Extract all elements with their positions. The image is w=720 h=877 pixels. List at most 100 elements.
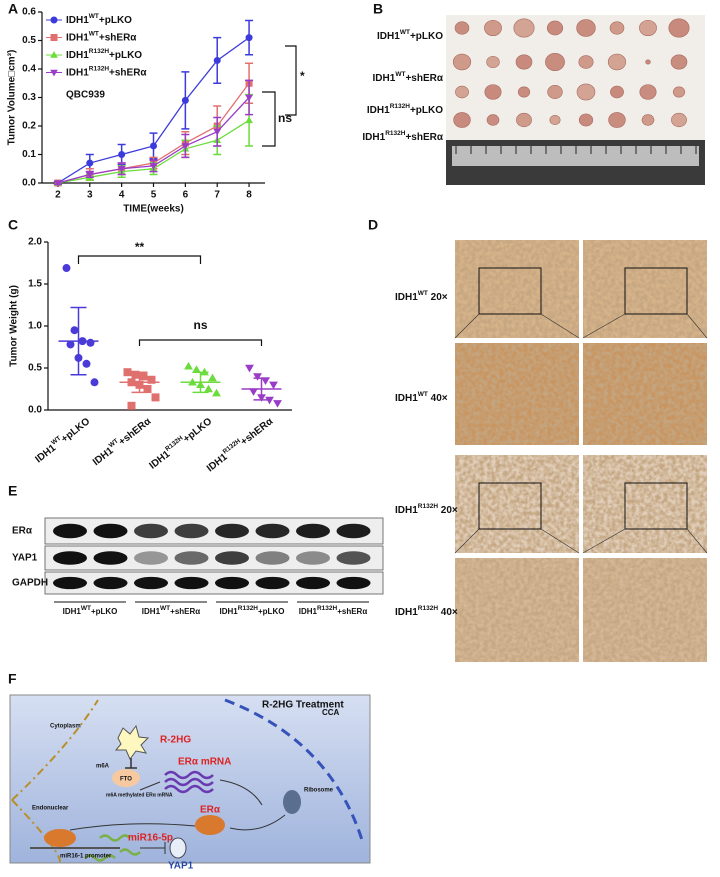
row-label: GAPDH	[12, 578, 48, 589]
marker	[249, 388, 258, 396]
tumor	[639, 19, 657, 37]
tumor	[639, 84, 657, 100]
y-tick-label: 0.2	[22, 121, 36, 132]
bracket	[262, 91, 276, 147]
tumor	[549, 115, 561, 125]
row-label: IDH1WT+shERα	[373, 71, 444, 84]
tumor	[484, 84, 502, 100]
blot-band	[53, 523, 87, 539]
tumor	[545, 53, 565, 71]
legend-label: IDH1WT+pLKO	[66, 13, 132, 26]
marker	[149, 163, 158, 170]
panel-label: D	[368, 217, 378, 233]
blot-band	[296, 551, 330, 565]
annotation: ns	[278, 111, 292, 125]
x-tick-label: 7	[214, 190, 220, 201]
arrow	[219, 779, 263, 806]
marker	[273, 400, 282, 408]
blot-band	[93, 551, 128, 565]
marker	[245, 94, 253, 102]
tumor	[547, 85, 563, 99]
marker	[253, 373, 262, 381]
marker	[245, 34, 253, 42]
x-tick-label: 8	[246, 190, 252, 201]
tumors	[452, 18, 697, 154]
tumor	[578, 55, 594, 69]
legend-label: IDH1R132H+shERα	[66, 65, 147, 78]
blot-band	[174, 551, 209, 565]
marker	[150, 142, 157, 150]
ihc-texture	[455, 343, 579, 445]
marker	[245, 364, 254, 373]
annotation: QBC939	[66, 90, 105, 101]
marker	[66, 340, 75, 349]
row-label: YAP1	[12, 553, 38, 564]
fto-shape	[112, 769, 140, 787]
marker	[261, 377, 270, 385]
panel-label: A	[8, 1, 18, 17]
zoom-box	[478, 267, 542, 315]
blot-band	[296, 576, 330, 590]
tumor	[453, 112, 471, 128]
panel-label: E	[8, 483, 17, 499]
zoom-line	[582, 528, 626, 554]
x-tick-label: IDH1WT+shERα	[89, 414, 153, 468]
y-tick-label: 0.0	[28, 405, 42, 416]
sd-bar	[253, 377, 270, 401]
tumor	[486, 55, 500, 69]
tumor	[668, 18, 690, 38]
arrow	[229, 814, 286, 831]
zoom-line	[454, 313, 480, 339]
diagram-label: CCA	[322, 708, 340, 717]
y-tick-label: 0.4	[22, 64, 36, 75]
tumor	[645, 59, 651, 65]
x-tick-label: 6	[183, 190, 189, 201]
zoom-line	[454, 528, 480, 554]
zoom-line	[540, 313, 580, 339]
image-label: IDH1WT 40×	[395, 391, 448, 404]
marker	[147, 375, 156, 384]
x-tick-label: 4	[119, 190, 125, 201]
ihc-texture	[583, 558, 707, 662]
ihc-texture	[455, 455, 579, 553]
tumor	[576, 83, 596, 101]
bracket	[285, 45, 297, 116]
x-tick-label: 3	[87, 190, 93, 201]
tumor	[671, 112, 687, 128]
mrna-shape	[164, 770, 214, 794]
marker	[118, 151, 126, 158]
tumor	[454, 21, 470, 35]
marker	[70, 326, 79, 335]
marker	[86, 338, 95, 347]
nuclear-membrane	[11, 699, 99, 801]
row-label: IDH1WT+pLKO	[377, 29, 443, 42]
zoom-box	[478, 482, 542, 530]
marker	[181, 96, 189, 104]
blot-band	[134, 576, 168, 590]
photo-background	[446, 15, 705, 140]
mirna-shape	[84, 834, 141, 862]
blot-band	[93, 523, 128, 539]
diagram-label: miR16-1 promoter	[60, 854, 112, 860]
group-label: IDH1R132H+pLKO	[220, 605, 285, 616]
tumor	[641, 114, 655, 126]
marker	[90, 378, 99, 387]
group-label: IDH1R132H+shERα	[299, 605, 368, 616]
zoom-box	[624, 482, 688, 530]
ribosome-shape	[283, 790, 301, 814]
marker	[143, 385, 152, 393]
tumor	[578, 113, 594, 127]
blot-band	[255, 576, 290, 590]
diagram-label: Ribosome	[304, 788, 334, 794]
tumor	[513, 18, 535, 38]
annotation: *	[300, 69, 305, 83]
arrow	[139, 781, 161, 791]
blot-band	[93, 576, 128, 590]
sd-bar	[192, 371, 209, 394]
sd-bar	[131, 371, 148, 394]
diagram-label: miR16-5p	[128, 833, 173, 844]
marker	[82, 359, 91, 368]
row-label: ERα	[12, 526, 33, 537]
y-tick-label: 0.5	[22, 35, 36, 46]
